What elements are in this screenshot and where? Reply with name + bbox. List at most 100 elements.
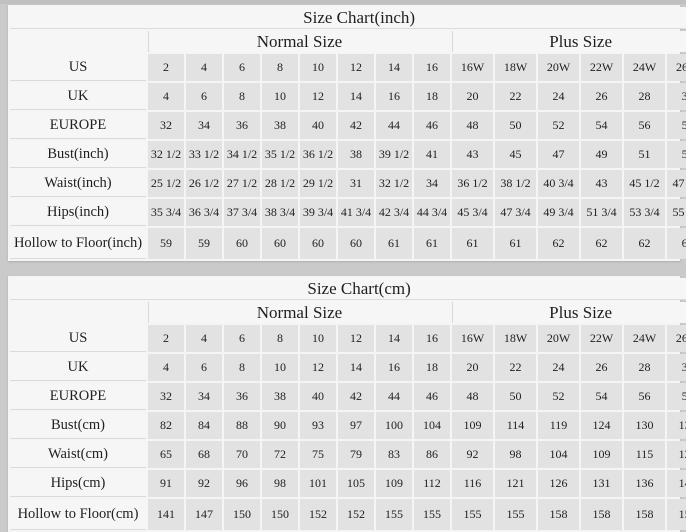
size-cell: 8 bbox=[262, 325, 298, 352]
size-cell: 24 bbox=[538, 354, 579, 381]
size-cell: 4 bbox=[186, 54, 222, 81]
size-cell: 147 bbox=[186, 499, 222, 530]
size-chart-cm-section: Size Chart(cm) Normal Size Plus Size US 2 4 6 8… bbox=[8, 276, 686, 532]
size-cell: 62 bbox=[581, 228, 622, 259]
size-cell: 36 bbox=[224, 383, 260, 410]
size-cell: 36 1/2 bbox=[300, 141, 336, 168]
size-cell: 109 bbox=[452, 412, 493, 439]
size-cell: 150 bbox=[262, 499, 298, 530]
size-cell: 98 bbox=[495, 441, 536, 468]
table-row: UK4681012141618202224262830 bbox=[10, 83, 686, 110]
size-cell: 115 bbox=[624, 441, 665, 468]
size-cell: 12 bbox=[300, 83, 336, 110]
size-cell: 61 bbox=[452, 228, 493, 259]
page-top-strip bbox=[0, 0, 686, 4]
row-label: Waist(cm) bbox=[10, 441, 146, 468]
size-chart-inch-table: Size Chart(inch) Normal Size Plus Size US 2 4… bbox=[8, 5, 686, 261]
size-cell: 44 3/4 bbox=[414, 199, 450, 226]
size-cell: 88 bbox=[224, 412, 260, 439]
size-cell: 121 bbox=[667, 441, 686, 468]
size-cell: 8 bbox=[224, 354, 260, 381]
size-cell: 47 1/2 bbox=[667, 170, 686, 197]
size-cell: 54 bbox=[581, 112, 622, 139]
chart-title: Size Chart(inch) bbox=[10, 7, 686, 29]
size-cell: 8 bbox=[224, 83, 260, 110]
row-label: Hollow to Floor(inch) bbox=[10, 228, 146, 259]
size-cell: 52 bbox=[538, 112, 579, 139]
size-cell: 20W bbox=[538, 54, 579, 81]
size-cell: 65 bbox=[148, 441, 184, 468]
row-label: US bbox=[10, 325, 146, 352]
size-cell: 26 bbox=[581, 83, 622, 110]
size-cell: 58 bbox=[667, 383, 686, 410]
size-chart-cm-table: Size Chart(cm) Normal Size Plus Size US 2 4 6 8… bbox=[8, 276, 686, 532]
size-cell: 18W bbox=[495, 54, 536, 81]
size-cell: 61 bbox=[414, 228, 450, 259]
size-cell: 48 bbox=[452, 112, 493, 139]
size-cell: 56 bbox=[624, 383, 665, 410]
size-cell: 49 3/4 bbox=[538, 199, 579, 226]
size-cell: 100 bbox=[376, 412, 412, 439]
size-cell: 105 bbox=[338, 470, 374, 497]
row-label: US bbox=[10, 54, 146, 81]
size-cell: 82 bbox=[148, 412, 184, 439]
group-header-spacer bbox=[10, 302, 146, 323]
size-cell: 72 bbox=[262, 441, 298, 468]
size-cell: 34 1/2 bbox=[224, 141, 260, 168]
size-cell: 53 bbox=[667, 141, 686, 168]
size-cell: 52 bbox=[538, 383, 579, 410]
size-cell: 104 bbox=[538, 441, 579, 468]
size-cell: 22W bbox=[581, 54, 622, 81]
size-cell: 24 bbox=[538, 83, 579, 110]
table-row: EUROPE3234363840424446485052545658 bbox=[10, 112, 686, 139]
size-cell: 43 bbox=[452, 141, 493, 168]
size-cell: 68 bbox=[186, 441, 222, 468]
size-cell: 155 bbox=[376, 499, 412, 530]
size-cell: 18 bbox=[414, 83, 450, 110]
size-cell: 39 3/4 bbox=[300, 199, 336, 226]
size-cell: 36 1/2 bbox=[452, 170, 493, 197]
size-cell: 28 bbox=[624, 83, 665, 110]
size-cell: 16W bbox=[452, 325, 493, 352]
size-cell: 45 3/4 bbox=[452, 199, 493, 226]
size-cell: 22 bbox=[495, 354, 536, 381]
size-cell: 47 3/4 bbox=[495, 199, 536, 226]
size-cell: 59 bbox=[186, 228, 222, 259]
size-cell: 150 bbox=[224, 499, 260, 530]
size-cell: 98 bbox=[262, 470, 298, 497]
size-cell: 33 1/2 bbox=[186, 141, 222, 168]
size-cell: 26W bbox=[667, 54, 686, 81]
size-cell: 14 bbox=[376, 325, 412, 352]
size-cell: 38 bbox=[262, 112, 298, 139]
size-cell: 101 bbox=[300, 470, 336, 497]
size-cell: 28 bbox=[624, 354, 665, 381]
group-header-plus-size: Plus Size bbox=[452, 31, 686, 52]
row-label: Waist(inch) bbox=[10, 170, 146, 197]
size-cell: 47 bbox=[538, 141, 579, 168]
size-cell: 112 bbox=[414, 470, 450, 497]
size-cell: 126 bbox=[538, 470, 579, 497]
row-label: UK bbox=[10, 83, 146, 110]
size-cell: 26 bbox=[581, 354, 622, 381]
size-cell: 10 bbox=[262, 83, 298, 110]
size-cell: 40 3/4 bbox=[538, 170, 579, 197]
size-cell: 34 bbox=[414, 170, 450, 197]
size-cell: 155 bbox=[495, 499, 536, 530]
size-cell: 2 bbox=[148, 54, 184, 81]
table-row: Waist(cm)6568707275798386929810410911512… bbox=[10, 441, 686, 468]
size-cell: 43 bbox=[581, 170, 622, 197]
size-cell: 50 bbox=[495, 112, 536, 139]
table-row: Waist(inch) 25 1/2 26 1/2 27 1/2 28 1/2 29 1/… bbox=[10, 170, 686, 197]
size-cell: 109 bbox=[581, 441, 622, 468]
size-cell: 50 bbox=[495, 383, 536, 410]
size-cell: 54 bbox=[581, 383, 622, 410]
size-cell: 32 1/2 bbox=[148, 141, 184, 168]
size-cell: 91 bbox=[148, 470, 184, 497]
size-cell: 32 bbox=[148, 383, 184, 410]
size-cell: 60 bbox=[224, 228, 260, 259]
group-header-spacer bbox=[10, 31, 146, 52]
table-row: US24681012141616W18W20W22W24W26W bbox=[10, 325, 686, 352]
size-cell: 55 1/2 bbox=[667, 199, 686, 226]
size-cell: 16 bbox=[376, 83, 412, 110]
size-cell: 31 bbox=[338, 170, 374, 197]
